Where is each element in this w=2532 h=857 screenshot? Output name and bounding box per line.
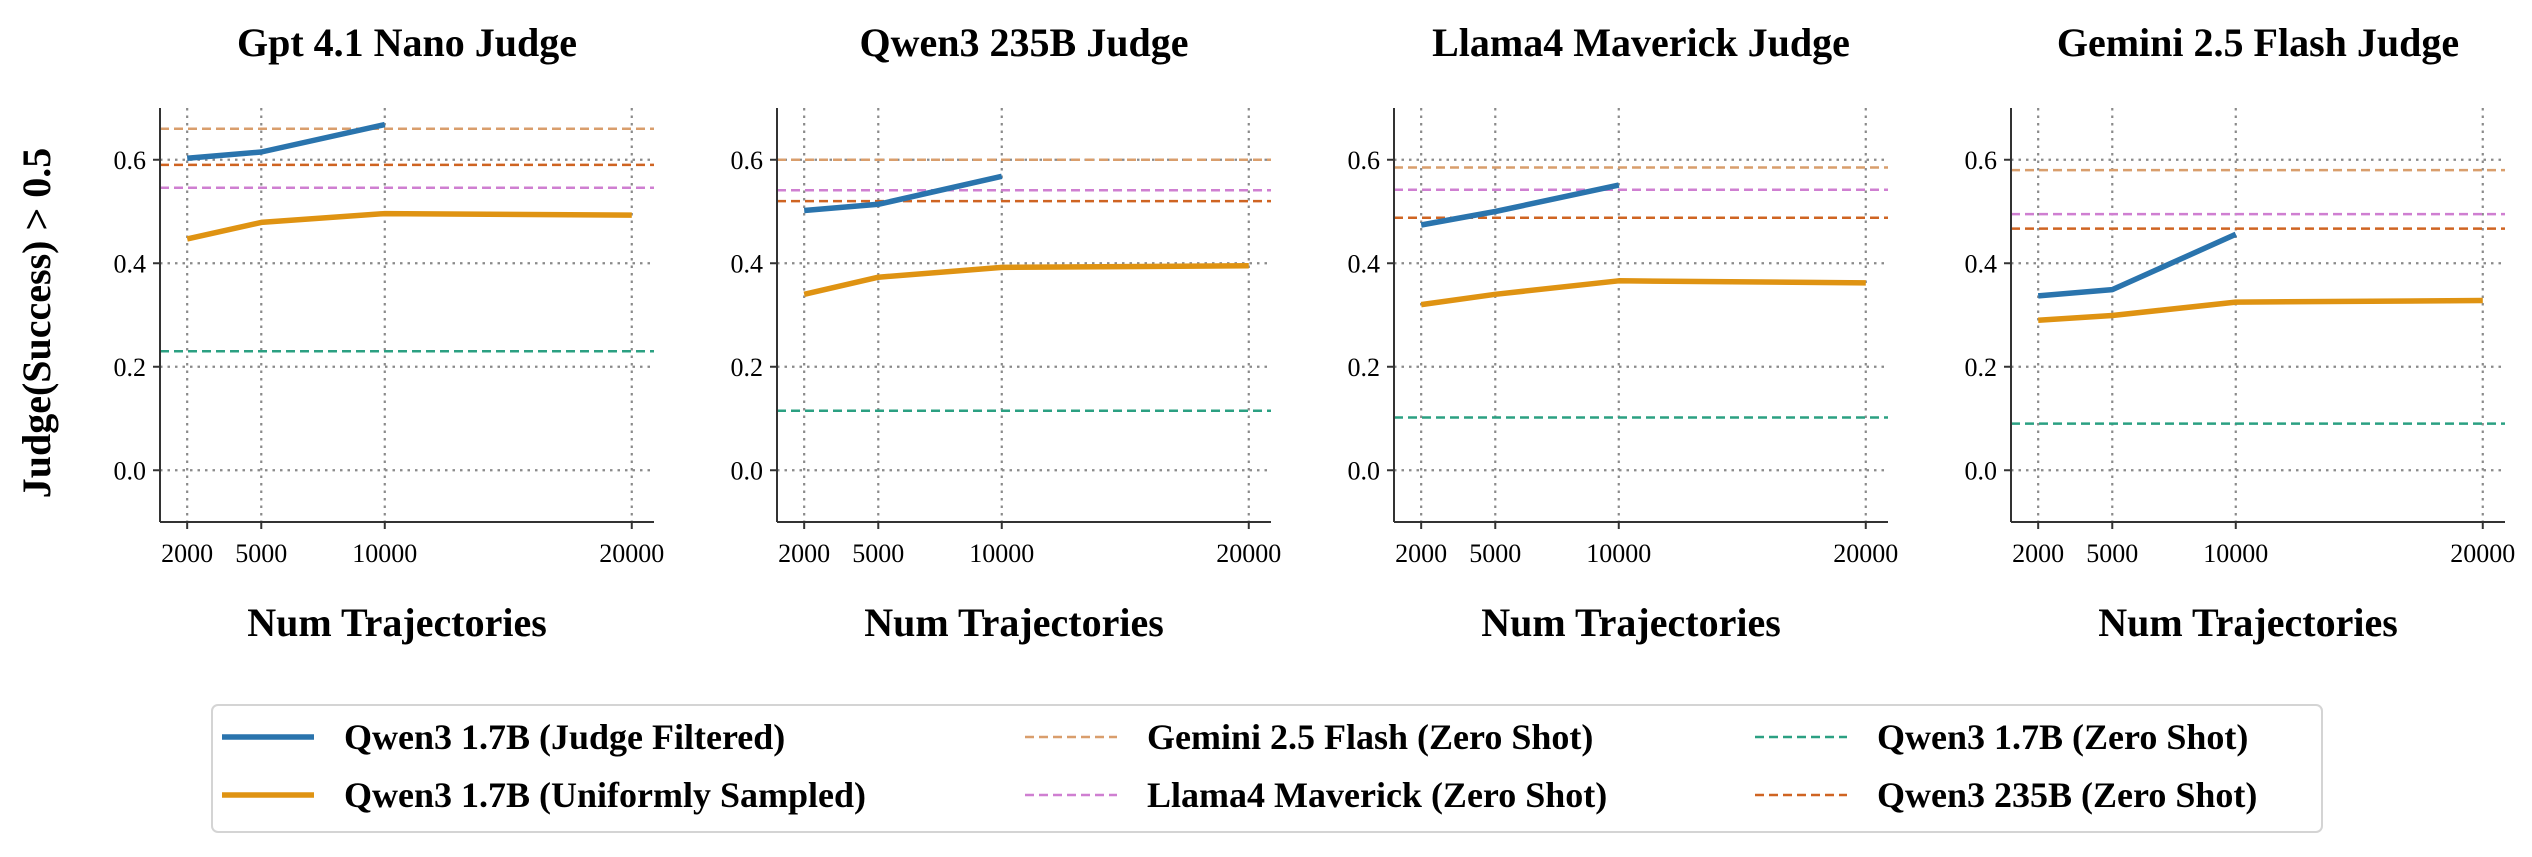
panel-title: Gemini 2.5 Flash Judge bbox=[2057, 20, 2459, 65]
legend-item-uniform: Qwen3 1.7B (Uniformly Sampled) bbox=[222, 775, 866, 815]
x-tick-label: 10000 bbox=[1586, 539, 1651, 568]
y-tick-label: 0.4 bbox=[1348, 249, 1381, 278]
x-tick-label: 10000 bbox=[352, 539, 417, 568]
x-tick-label: 2000 bbox=[161, 539, 213, 568]
legend-items: Qwen3 1.7B (Judge Filtered) Qwen3 1.7B (U… bbox=[222, 717, 2257, 815]
x-tick-label: 5000 bbox=[1469, 539, 1521, 568]
x-axis-label: Num Trajectories bbox=[864, 600, 1164, 645]
y-tick-label: 0.6 bbox=[731, 146, 764, 175]
y-tick-label: 0.0 bbox=[1965, 456, 1998, 485]
x-axis-label: Num Trajectories bbox=[247, 600, 547, 645]
y-tick-label: 0.0 bbox=[114, 456, 147, 485]
legend: Qwen3 1.7B (Judge Filtered) Qwen3 1.7B (U… bbox=[211, 704, 2323, 833]
panel-1: Gpt 4.1 Nano Judge 0.0 0.2 0.4 0.6 2000 5000 10… bbox=[114, 20, 665, 645]
x-tick-label: 5000 bbox=[2086, 539, 2138, 568]
x-tick-label: 2000 bbox=[1395, 539, 1447, 568]
panel-2: Qwen3 235B Judge 0.0 0.2 0.4 0.6 2000 5000 1000… bbox=[731, 20, 1282, 645]
x-tick-label: 20000 bbox=[2450, 539, 2515, 568]
legend-frame bbox=[211, 704, 2323, 833]
y-axis-label: Judge(Success) > 0.5 bbox=[14, 148, 59, 499]
y-tick-label: 0.4 bbox=[114, 249, 147, 278]
series-line-judge_filtered bbox=[803, 173, 1003, 214]
series-line-uniform bbox=[2038, 297, 2483, 323]
x-axis-label: Num Trajectories bbox=[2098, 600, 2398, 645]
series-line-uniform bbox=[186, 210, 632, 242]
y-tick-label: 0.0 bbox=[1348, 456, 1381, 485]
series-line-judge_filtered bbox=[2037, 231, 2237, 299]
series-line-judge_filtered bbox=[1420, 182, 1620, 228]
x-tick-label: 10000 bbox=[969, 539, 1034, 568]
legend-item-llama_zs: Llama4 Maverick (Zero Shot) bbox=[1025, 775, 1607, 815]
x-tick-label: 10000 bbox=[2203, 539, 2268, 568]
chart-panels: Gpt 4.1 Nano Judge 0.0 0.2 0.4 0.6 2000 5000 10… bbox=[114, 20, 2516, 645]
y-tick-label: 0.0 bbox=[731, 456, 764, 485]
legend-label: Qwen3 235B (Zero Shot) bbox=[1877, 775, 2257, 815]
y-tick-label: 0.4 bbox=[1965, 249, 1998, 278]
x-tick-label: 5000 bbox=[852, 539, 904, 568]
x-tick-label: 2000 bbox=[778, 539, 830, 568]
legend-label: Gemini 2.5 Flash (Zero Shot) bbox=[1147, 717, 1593, 757]
panel-title: Qwen3 235B Judge bbox=[860, 20, 1189, 65]
y-tick-label: 0.2 bbox=[731, 353, 764, 382]
panel-4: Gemini 2.5 Flash Judge 0.0 0.2 0.4 0.6 2000 50… bbox=[1965, 20, 2516, 645]
x-tick-label: 20000 bbox=[1833, 539, 1898, 568]
y-tick-label: 0.2 bbox=[1965, 353, 1998, 382]
legend-item-qwen17_zs: Qwen3 1.7B (Zero Shot) bbox=[1755, 717, 2248, 757]
series-line-uniform bbox=[803, 263, 1249, 297]
series-line-uniform bbox=[1420, 278, 1866, 308]
y-tick-label: 0.2 bbox=[1348, 353, 1381, 382]
y-tick-label: 0.6 bbox=[1965, 146, 1998, 175]
y-tick-label: 0.6 bbox=[1348, 146, 1381, 175]
panel-title: Llama4 Maverick Judge bbox=[1432, 20, 1850, 65]
y-tick-label: 0.4 bbox=[731, 249, 764, 278]
legend-label: Qwen3 1.7B (Judge Filtered) bbox=[344, 717, 785, 757]
legend-label: Llama4 Maverick (Zero Shot) bbox=[1147, 775, 1607, 815]
x-tick-label: 5000 bbox=[235, 539, 287, 568]
x-axis-label: Num Trajectories bbox=[1481, 600, 1781, 645]
y-tick-label: 0.2 bbox=[114, 353, 147, 382]
y-tick-label: 0.6 bbox=[114, 146, 147, 175]
legend-item-qwen235_zs: Qwen3 235B (Zero Shot) bbox=[1755, 775, 2257, 815]
legend-item-judge_filtered: Qwen3 1.7B (Judge Filtered) bbox=[222, 717, 785, 757]
legend-item-gemini_zs: Gemini 2.5 Flash (Zero Shot) bbox=[1025, 717, 1593, 757]
legend-label: Qwen3 1.7B (Zero Shot) bbox=[1877, 717, 2248, 757]
x-tick-label: 2000 bbox=[2012, 539, 2064, 568]
series-line-judge_filtered bbox=[186, 121, 386, 161]
x-tick-label: 20000 bbox=[599, 539, 664, 568]
legend-label: Qwen3 1.7B (Uniformly Sampled) bbox=[344, 775, 866, 815]
panel-title: Gpt 4.1 Nano Judge bbox=[237, 20, 577, 65]
x-tick-label: 20000 bbox=[1216, 539, 1281, 568]
panel-3: Llama4 Maverick Judge 0.0 0.2 0.4 0.6 2000 500… bbox=[1348, 20, 1899, 645]
